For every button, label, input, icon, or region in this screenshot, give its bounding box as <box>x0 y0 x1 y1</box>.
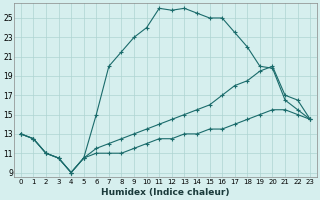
X-axis label: Humidex (Indice chaleur): Humidex (Indice chaleur) <box>101 188 230 197</box>
